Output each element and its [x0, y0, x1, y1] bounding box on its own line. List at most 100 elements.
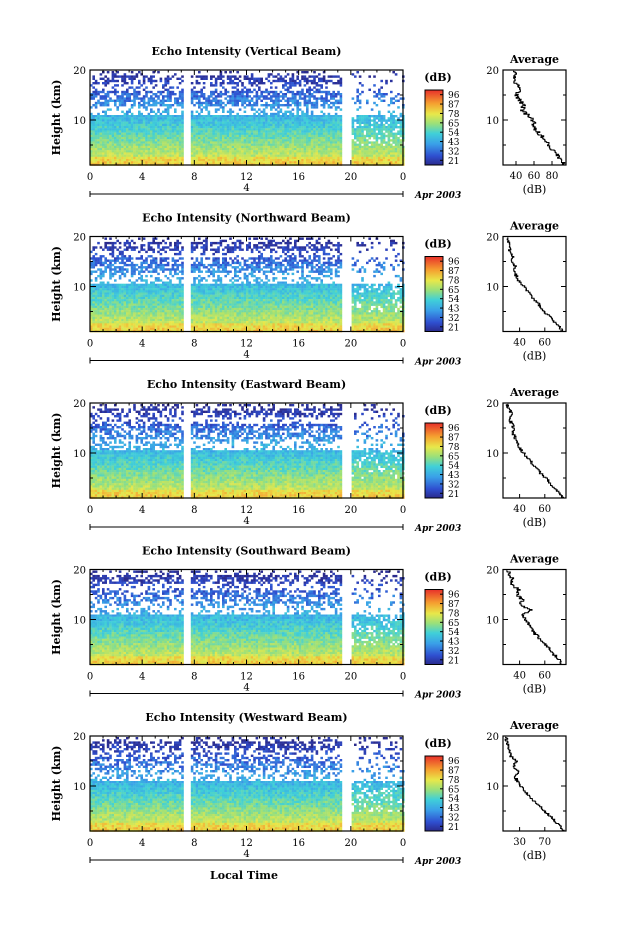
- x-tick-label: 20: [344, 172, 357, 183]
- x-tick-label: 16: [292, 672, 305, 683]
- x-tick-label: 4: [139, 672, 145, 683]
- colorbar-tick-label: 54: [448, 462, 460, 472]
- colorbar: [424, 589, 444, 665]
- colorbar: [424, 755, 444, 832]
- date-label: 4: [243, 849, 249, 860]
- y-tick-label: 10: [73, 116, 86, 127]
- x-tick-label: 0: [87, 172, 93, 183]
- date-label: 4: [243, 516, 249, 527]
- x-tick-label: 4: [139, 838, 145, 849]
- heatmap-cells: [90, 404, 405, 499]
- colorbar-tick-label: 96: [448, 424, 460, 434]
- x-tick-label: 12: [240, 339, 253, 350]
- y-axis-label: Height (km): [50, 413, 63, 489]
- colorbar-tick-label: 78: [448, 443, 460, 453]
- echo-panel-0: Echo Intensity (Vertical Beam) 10 20 Height…: [50, 45, 567, 201]
- colorbar-tick-label: 87: [448, 101, 460, 111]
- colorbar-tick-label: 43: [448, 305, 460, 315]
- heatmap-cells: [90, 237, 405, 333]
- heatmap-cells: [90, 737, 405, 832]
- colorbar-tick-label: 32: [448, 147, 459, 157]
- x-tick-label: 16: [292, 172, 305, 183]
- profile-frame: [502, 402, 567, 499]
- colorbar-unit: (dB): [424, 571, 451, 584]
- date-suffix: Apr 2003: [414, 358, 461, 368]
- colorbar-tick-label: 96: [448, 91, 460, 101]
- profile-unit: (dB): [523, 683, 547, 696]
- x-tick-label: 12: [240, 505, 253, 516]
- profile-unit: (dB): [523, 183, 547, 196]
- colorbar-tick-label: 43: [448, 471, 460, 481]
- colorbar-tick-label: 87: [448, 767, 460, 777]
- profile-x-tick-label: 30: [513, 837, 526, 848]
- colorbar-tick-label: 78: [448, 110, 460, 120]
- x-tick-label: 8: [191, 339, 197, 350]
- profile-y-tick-label: 10: [486, 449, 499, 460]
- y-tick-label: 20: [73, 566, 86, 577]
- x-tick-label: 20: [344, 339, 357, 350]
- panel-title: Echo Intensity (Northward Beam): [142, 212, 351, 225]
- y-axis-label: Height (km): [50, 746, 63, 822]
- x-tick-label: 16: [292, 505, 305, 516]
- profile-line: [506, 237, 564, 332]
- colorbar-tick-label: 21: [448, 490, 459, 500]
- colorbar-tick-label: 96: [448, 757, 460, 767]
- x-tick-label: 0: [87, 505, 93, 516]
- colorbar-tick-label: 54: [448, 129, 460, 139]
- x-tick-label: 4: [139, 339, 145, 350]
- colorbar-tick-label: 32: [448, 813, 459, 823]
- colorbar-tick-label: 43: [448, 638, 460, 648]
- x-tick-label: 0: [400, 172, 406, 183]
- profile-title: Average: [509, 553, 559, 566]
- colorbar-unit: (dB): [424, 238, 451, 251]
- panel-title: Echo Intensity (Vertical Beam): [151, 45, 341, 58]
- colorbar-tick-label: 32: [448, 314, 459, 324]
- date-suffix: Apr 2003: [414, 857, 461, 867]
- profile-line: [513, 70, 566, 166]
- profile-y-tick-label: 20: [486, 399, 499, 410]
- x-tick-label: 0: [87, 339, 93, 350]
- x-tick-label: 20: [344, 505, 357, 516]
- profile-x-tick-label: 60: [538, 671, 551, 682]
- date-suffix: Apr 2003: [414, 191, 461, 201]
- profile-y-tick-label: 20: [486, 233, 499, 244]
- colorbar-tick-label: 54: [448, 795, 460, 805]
- date-suffix: Apr 2003: [414, 691, 461, 701]
- echo-panel-2: Echo Intensity (Eastward Beam) 10 20 Height…: [50, 378, 567, 534]
- x-tick-label: 0: [87, 672, 93, 683]
- y-tick-label: 20: [73, 66, 86, 77]
- x-tick-label: 12: [240, 838, 253, 849]
- x-tick-label: 8: [191, 838, 197, 849]
- panel-title: Echo Intensity (Southward Beam): [142, 545, 351, 558]
- x-tick-label: 4: [139, 172, 145, 183]
- colorbar-tick-label: 87: [448, 434, 460, 444]
- panel-title: Echo Intensity (Eastward Beam): [147, 378, 346, 391]
- colorbar-tick-label: 54: [448, 628, 460, 638]
- y-tick-label: 20: [73, 233, 86, 244]
- colorbar-tick-label: 32: [448, 480, 459, 490]
- profile-x-tick-label: 60: [528, 171, 541, 182]
- colorbar-unit: (dB): [424, 71, 451, 84]
- x-tick-label: 8: [191, 505, 197, 516]
- profile-frame: [502, 235, 567, 333]
- profile-y-tick-label: 20: [486, 566, 499, 577]
- colorbar-tick-label: 54: [448, 295, 460, 305]
- colorbar-tick-label: 43: [448, 138, 460, 148]
- colorbar-tick-label: 78: [448, 609, 460, 619]
- x-axis-label: Local Time: [210, 869, 278, 882]
- date-label: 4: [243, 183, 249, 194]
- echo-panel-3: Echo Intensity (Southward Beam) 10 20 Heigh…: [50, 545, 567, 701]
- echo-panel-4: Echo Intensity (Westward Beam) 10 20 Height…: [50, 711, 567, 867]
- colorbar-tick-label: 43: [448, 804, 460, 814]
- profile-y-tick-label: 10: [486, 283, 499, 294]
- colorbar-tick-label: 78: [448, 276, 460, 286]
- x-tick-label: 16: [292, 838, 305, 849]
- date-suffix: Apr 2003: [414, 524, 461, 534]
- colorbar-tick-label: 65: [448, 785, 460, 795]
- echo-panel-1: Echo Intensity (Northward Beam) 10 20 Heigh…: [50, 212, 567, 368]
- profile-y-tick-label: 20: [486, 66, 499, 77]
- y-axis-label: Height (km): [50, 80, 63, 156]
- profile-unit: (dB): [523, 350, 547, 363]
- colorbar-tick-label: 65: [448, 452, 460, 462]
- profile-x-tick-label: 40: [513, 671, 526, 682]
